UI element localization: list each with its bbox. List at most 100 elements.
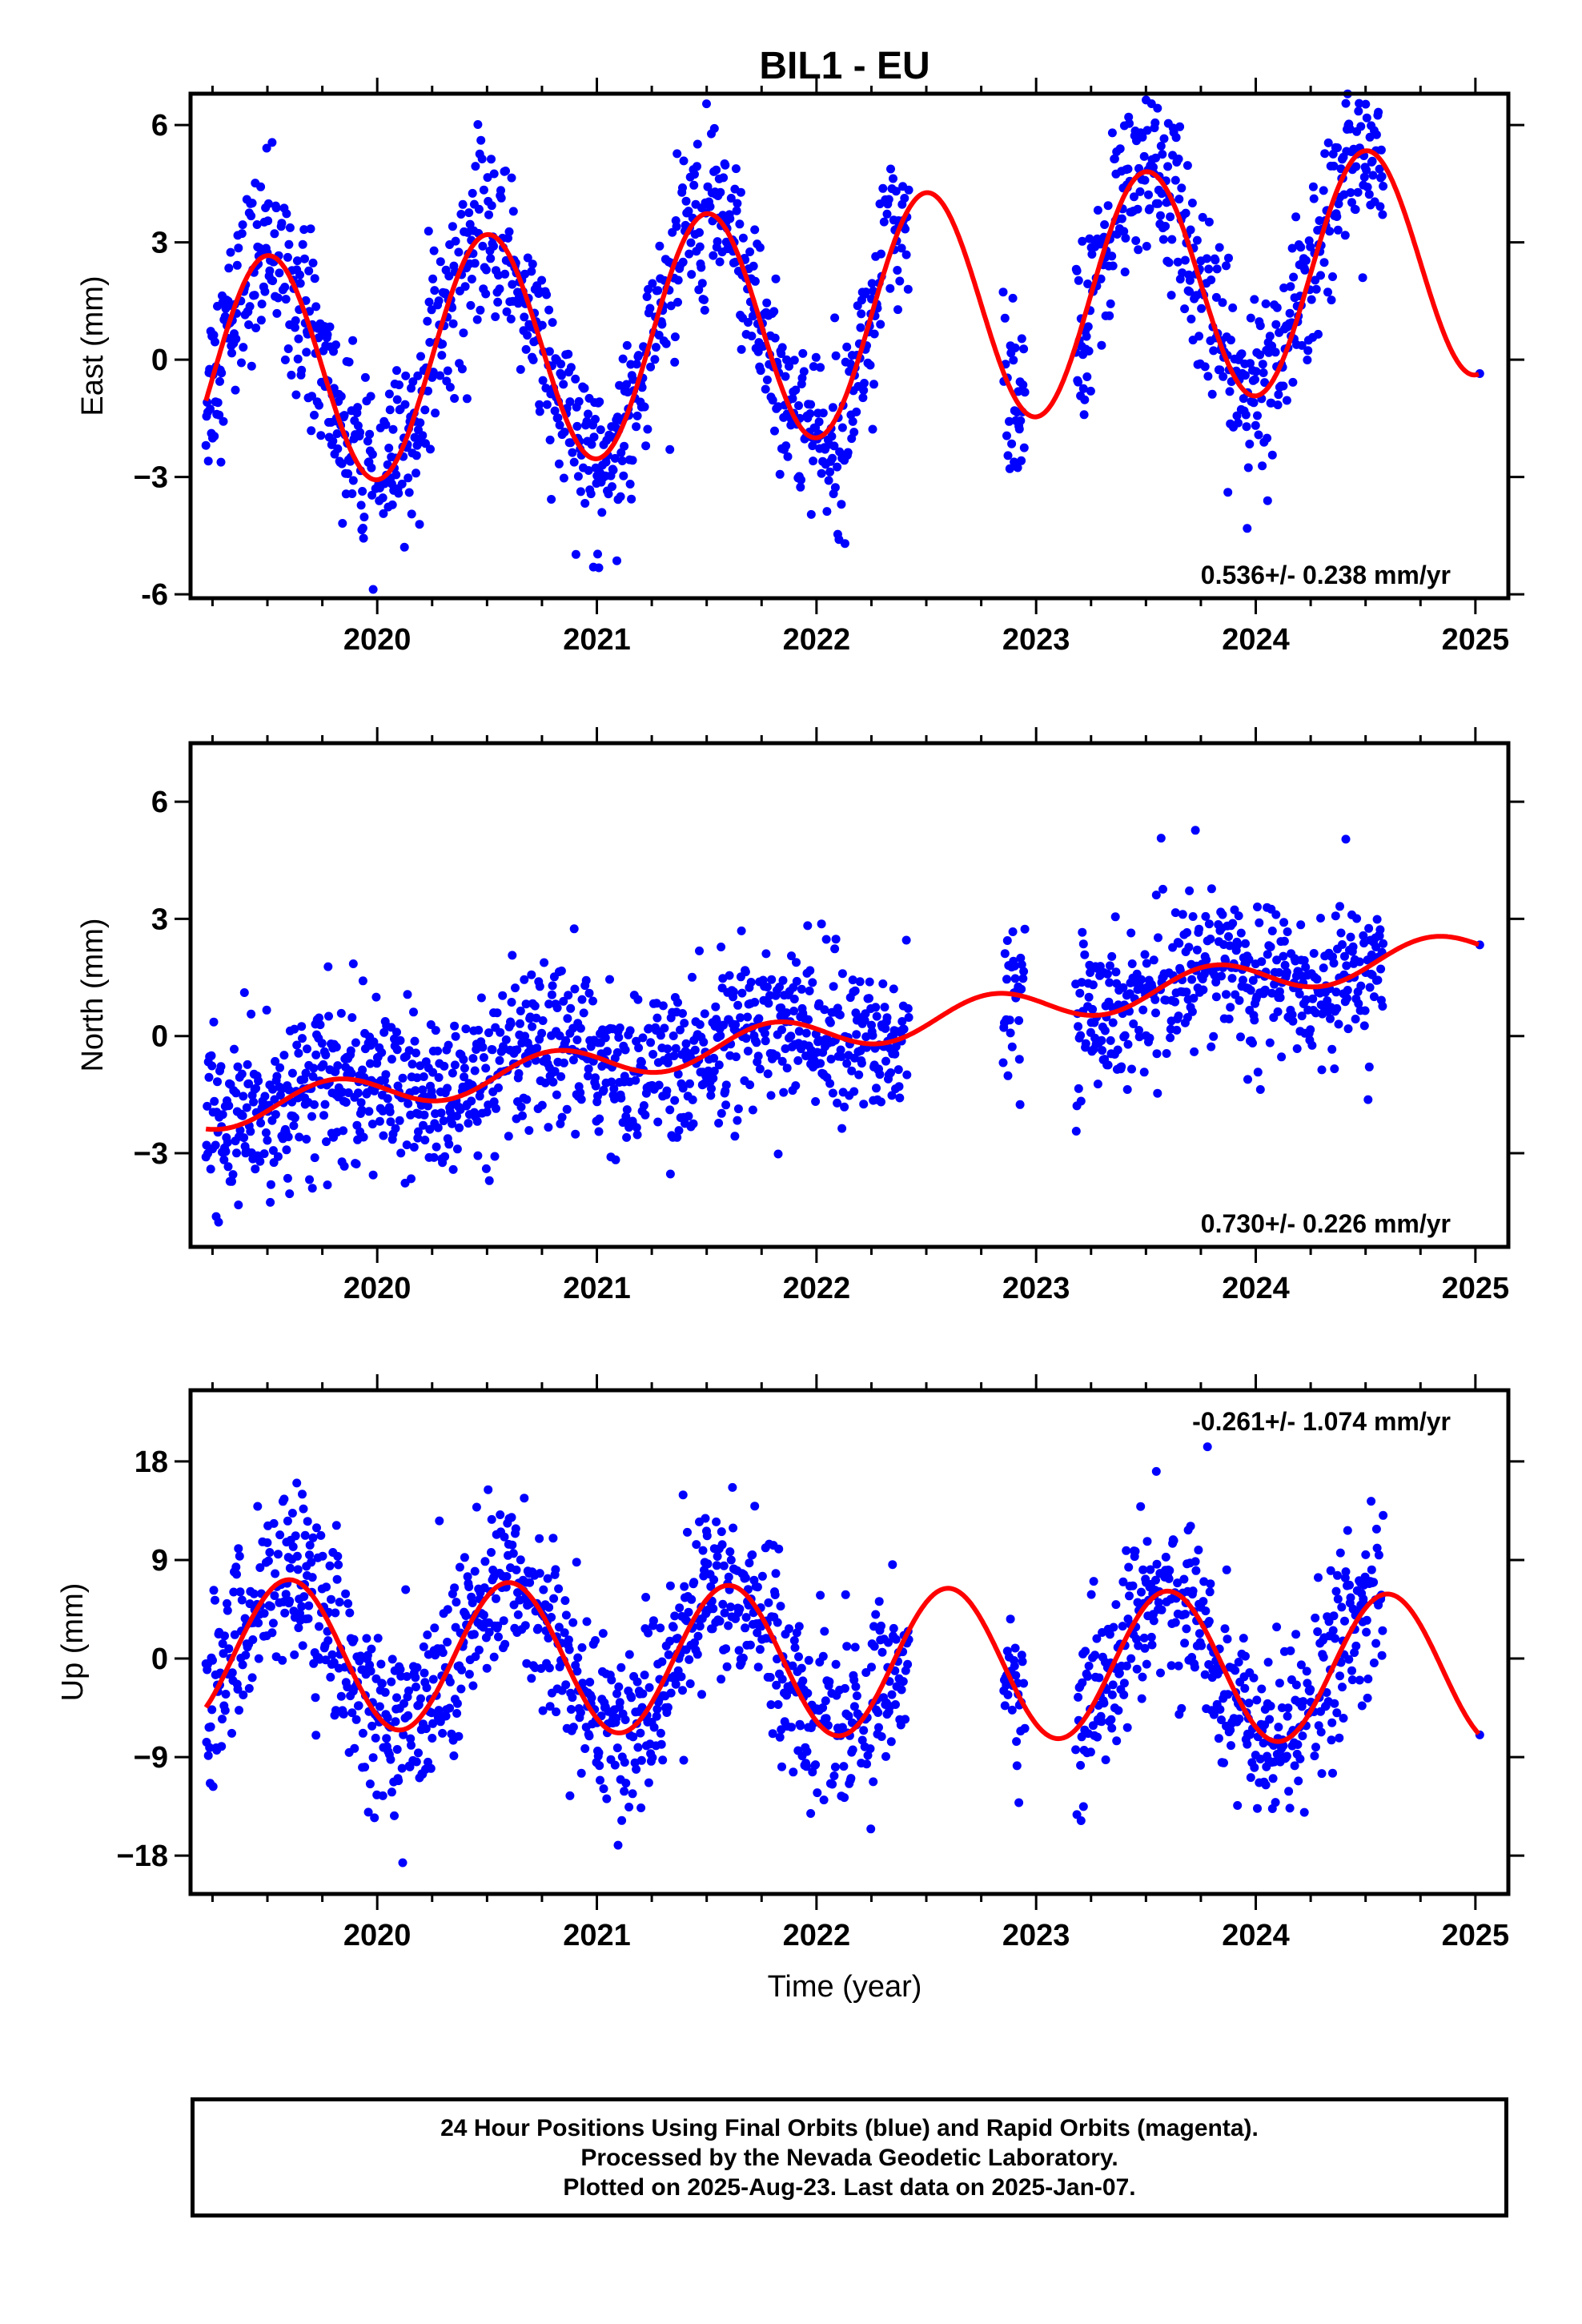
data-point [271, 1569, 280, 1578]
data-point [1142, 242, 1151, 251]
data-point [679, 156, 689, 166]
data-point [252, 220, 262, 229]
data-point [356, 1098, 366, 1108]
data-point [620, 441, 629, 451]
data-point [295, 1132, 304, 1142]
data-point [665, 444, 675, 454]
data-point [1223, 488, 1233, 497]
data-point [1134, 245, 1143, 255]
data-point [701, 1514, 710, 1523]
data-point [385, 405, 395, 415]
data-point [299, 1592, 309, 1602]
data-point [1146, 1565, 1155, 1574]
data-point [368, 1753, 378, 1763]
data-point [555, 420, 564, 430]
data-point [1357, 1701, 1367, 1711]
data-point [1084, 992, 1094, 1002]
data-point [697, 279, 707, 288]
data-point [709, 251, 718, 260]
data-point [1020, 1723, 1030, 1733]
data-point [733, 199, 742, 208]
data-point [1241, 371, 1250, 380]
data-point [366, 1667, 375, 1676]
data-point [1249, 398, 1259, 408]
data-point [1330, 1064, 1339, 1074]
data-point [247, 199, 257, 208]
data-point [423, 316, 432, 326]
data-point [408, 1059, 417, 1069]
data-point [501, 167, 510, 175]
data-point [424, 1101, 432, 1111]
data-point [1339, 1714, 1348, 1723]
data-point [872, 1011, 881, 1021]
data-point [1081, 1647, 1090, 1656]
data-point [363, 436, 372, 446]
data-point [230, 1044, 239, 1054]
data-point [279, 1494, 289, 1504]
data-point [854, 1070, 864, 1080]
data-point [464, 208, 474, 218]
data-point [325, 1561, 335, 1570]
data-point [1228, 303, 1238, 312]
data-point [818, 1703, 828, 1712]
data-point [781, 441, 791, 451]
data-point [869, 380, 878, 389]
data-point [1188, 1586, 1198, 1596]
data-point [1000, 313, 1010, 323]
data-point [867, 1020, 876, 1030]
data-point [552, 1090, 561, 1100]
data-point [1295, 989, 1304, 999]
data-point [412, 1048, 420, 1058]
data-point [837, 969, 847, 979]
data-point [1257, 957, 1267, 967]
data-point [1377, 1651, 1387, 1660]
data-point [464, 1119, 473, 1128]
data-point [848, 975, 857, 985]
data-point [1327, 1044, 1337, 1054]
data-point [508, 207, 518, 216]
data-point [205, 1743, 215, 1752]
data-point [584, 988, 594, 998]
data-point [1162, 1049, 1171, 1058]
y-tick-label: 3 [151, 903, 168, 936]
footer-line-2: Processed by the Nevada Geodetic Laborat… [580, 2144, 1118, 2171]
data-point [1201, 911, 1211, 921]
data-point [639, 1101, 648, 1110]
data-point [382, 1734, 391, 1743]
data-point [452, 1112, 462, 1121]
data-point [855, 977, 865, 987]
data-point [1368, 171, 1378, 180]
data-point [764, 1598, 773, 1607]
data-point [300, 254, 309, 263]
data-point [1292, 1044, 1302, 1053]
data-point [502, 1572, 512, 1581]
data-point [653, 1117, 663, 1127]
data-point [885, 283, 895, 293]
data-point [474, 1025, 484, 1035]
data-point [1084, 1661, 1094, 1671]
data-point [469, 1630, 479, 1639]
data-point [398, 1858, 408, 1868]
data-point [1120, 267, 1130, 277]
data-point [1243, 524, 1252, 533]
data-point [303, 1517, 312, 1526]
data-point [669, 1031, 678, 1040]
data-point [687, 270, 697, 279]
data-point [344, 357, 354, 367]
data-point [1246, 313, 1255, 323]
data-point [837, 1052, 846, 1061]
data-point [454, 1731, 464, 1741]
data-point [419, 1642, 428, 1651]
data-point [1343, 1526, 1352, 1535]
data-point [1135, 187, 1145, 196]
fit-line [205, 934, 1480, 1132]
data-point [591, 1636, 600, 1645]
data-point [378, 1106, 387, 1116]
data-point [445, 1108, 455, 1116]
data-point [1207, 884, 1216, 894]
data-point [272, 308, 282, 318]
data-point [657, 320, 667, 329]
data-point [789, 356, 799, 365]
data-point [856, 323, 865, 332]
data-point [813, 1788, 822, 1798]
